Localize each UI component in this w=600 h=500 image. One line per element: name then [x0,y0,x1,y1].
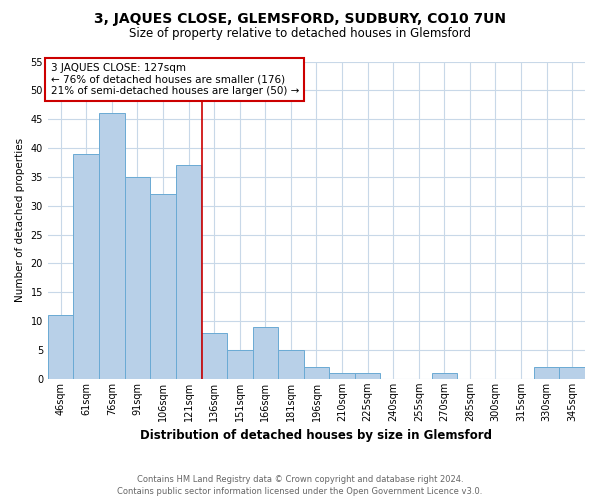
Bar [534,368,559,379]
Bar [253,327,278,379]
Text: 3 JAQUES CLOSE: 127sqm
← 76% of detached houses are smaller (176)
21% of semi-de: 3 JAQUES CLOSE: 127sqm ← 76% of detached… [50,63,299,96]
Bar [304,368,329,379]
Bar [125,177,150,379]
Bar [227,350,253,379]
Bar [99,114,125,379]
Bar [278,350,304,379]
Text: Contains HM Land Registry data © Crown copyright and database right 2024.
Contai: Contains HM Land Registry data © Crown c… [118,474,482,496]
X-axis label: Distribution of detached houses by size in Glemsford: Distribution of detached houses by size … [140,430,493,442]
Bar [431,373,457,379]
Bar [48,316,73,379]
Y-axis label: Number of detached properties: Number of detached properties [15,138,25,302]
Bar [73,154,99,379]
Bar [355,373,380,379]
Bar [202,332,227,379]
Text: 3, JAQUES CLOSE, GLEMSFORD, SUDBURY, CO10 7UN: 3, JAQUES CLOSE, GLEMSFORD, SUDBURY, CO1… [94,12,506,26]
Bar [176,166,202,379]
Bar [559,368,585,379]
Text: Size of property relative to detached houses in Glemsford: Size of property relative to detached ho… [129,28,471,40]
Bar [329,373,355,379]
Bar [150,194,176,379]
